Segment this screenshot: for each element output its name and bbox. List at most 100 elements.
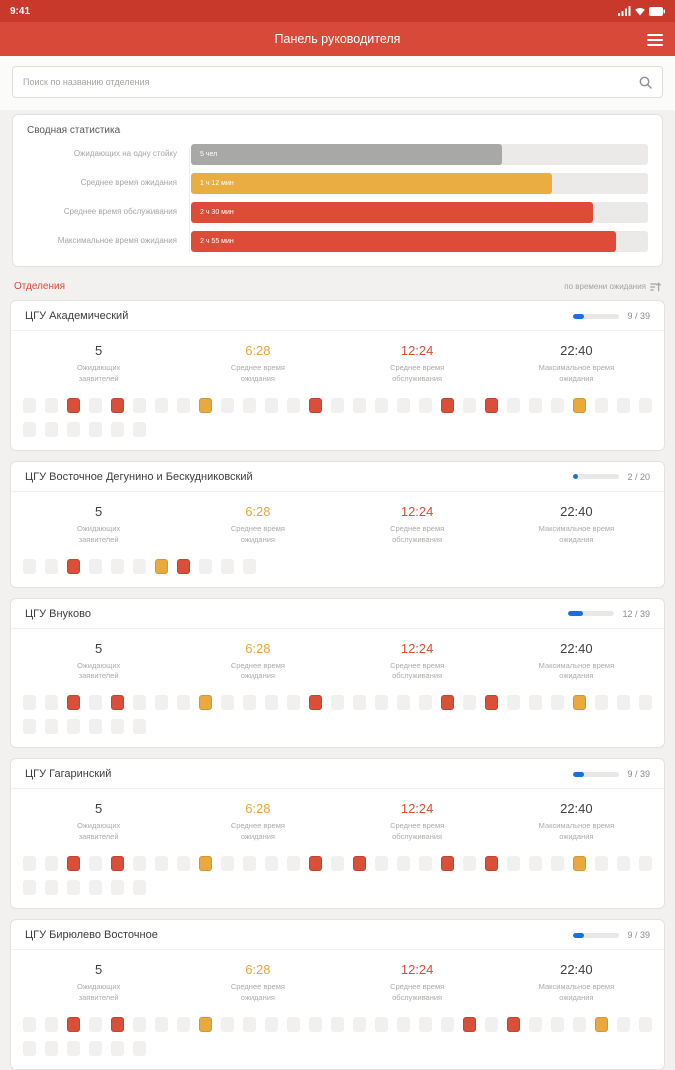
desk-indicator: [199, 1016, 212, 1032]
desk-indicator: [67, 558, 80, 574]
department-card-header: ЦГУ Гагаринский 9 / 39: [11, 759, 664, 790]
desk-indicator: [287, 1016, 300, 1032]
departments-list: ЦГУ Академический 9 / 39 5 Ожидающих зая…: [0, 300, 675, 1070]
desk-indicator: [485, 856, 498, 871]
stat-block: 5 Ожидающих заявителей: [19, 801, 178, 843]
stat-block: 12:24 Среднее время обслуживания: [338, 504, 497, 546]
desk-indicator: [397, 1016, 410, 1032]
progress-track: [573, 932, 620, 938]
department-name: ЦГУ Бирюлево Восточное: [25, 929, 158, 941]
desk-indicator: [287, 695, 300, 711]
stat-block: 5 Ожидающих заявителей: [19, 504, 178, 546]
department-card[interactable]: ЦГУ Академический 9 / 39 5 Ожидающих зая…: [10, 300, 665, 451]
desk-indicator: [353, 1016, 366, 1032]
summary-bar-fill: 2 ч 55 мин: [191, 231, 616, 252]
desk-indicator: [45, 880, 58, 895]
stat-label: Среднее время обслуживания: [390, 363, 445, 383]
summary-bar-label: Среднее время ожидания: [80, 178, 177, 188]
desk-indicator: [221, 1016, 234, 1032]
department-card-header: ЦГУ Академический 9 / 39: [11, 301, 664, 331]
summary-bar-row: Ожидающих на одну стойку 5 чел: [27, 144, 648, 165]
progress-fill: [573, 932, 585, 938]
status-icons: [618, 6, 665, 16]
desk-indicator: [287, 397, 300, 413]
department-stats: 5 Ожидающих заявителей 6:28 Среднее врем…: [11, 492, 664, 550]
desk-indicator: [133, 1016, 146, 1032]
stat-label: Максимальное время ожидания: [538, 660, 615, 681]
department-card[interactable]: ЦГУ Бирюлево Восточное 9 / 39 5 Ожидающи…: [10, 919, 665, 1070]
desk-indicator: [529, 695, 542, 711]
desk-indicator: [89, 421, 102, 437]
summary-bar-row: Максимальное время ожидания 2 ч 55 мин: [27, 231, 648, 252]
desk-indicator: [133, 719, 146, 735]
desk-indicator: [441, 856, 454, 871]
department-card[interactable]: ЦГУ Гагаринский 9 / 39 5 Ожидающих заяви…: [10, 758, 665, 909]
desk-indicator: [529, 856, 542, 871]
stat-label: Ожидающих заявителей: [76, 363, 121, 383]
desk-status-row: [11, 710, 664, 747]
desk-indicator: [89, 695, 102, 711]
desk-indicator: [485, 695, 498, 711]
desk-indicator: [507, 856, 520, 871]
department-count: 9 / 39: [627, 769, 650, 780]
desk-status-row: [11, 871, 664, 908]
department-count: 9 / 39: [627, 311, 650, 321]
stat-label: Среднее время обслуживания: [390, 821, 445, 842]
desk-indicator: [397, 397, 410, 413]
department-card[interactable]: ЦГУ Восточное Дегунино и Бескудниковский…: [10, 460, 665, 588]
sort-control[interactable]: по времени ожидания: [564, 281, 661, 292]
stat-value: 6:28: [245, 503, 271, 519]
desk-indicator: [265, 856, 278, 871]
desk-indicator: [265, 1016, 278, 1032]
desk-indicator: [617, 397, 630, 413]
desk-indicator: [309, 397, 322, 413]
desk-indicator: [221, 558, 234, 574]
app-bar: Панель руководителя: [0, 22, 675, 56]
department-progress: 9 / 39: [573, 930, 650, 940]
desk-indicator: [111, 558, 124, 574]
stat-label: Среднее время ожидания: [230, 363, 285, 383]
stat-value: 22:40: [560, 343, 593, 358]
desk-indicator: [419, 1016, 432, 1032]
progress-fill: [573, 474, 579, 480]
summary-bar-label: Максимальное время ожидания: [57, 236, 177, 246]
department-stats: 5 Ожидающих заявителей 6:28 Среднее врем…: [11, 950, 664, 1008]
desk-indicator: [67, 856, 80, 871]
desk-indicator: [419, 695, 432, 711]
desk-indicator: [89, 397, 102, 413]
department-stats: 5 Ожидающих заявителей 6:28 Среднее врем…: [11, 789, 664, 847]
desk-indicator: [67, 880, 80, 895]
desk-indicator: [375, 856, 388, 871]
desk-indicator: [419, 397, 432, 413]
desk-indicator: [111, 421, 124, 437]
desk-indicator: [23, 880, 36, 895]
desk-status-row: [11, 389, 664, 413]
desk-indicator: [133, 880, 146, 895]
stat-label: Ожидающих заявителей: [76, 821, 121, 842]
search-input[interactable]: Поиск по названию отделения: [12, 66, 663, 98]
search-icon[interactable]: [639, 76, 652, 89]
desk-indicator: [45, 397, 58, 413]
desk-indicator: [243, 558, 256, 574]
desk-indicator: [177, 1016, 190, 1032]
desk-indicator: [133, 421, 146, 437]
desk-indicator: [177, 558, 190, 574]
desk-indicator: [265, 397, 278, 413]
departments-section-header: Отделения по времени ожидания: [14, 281, 661, 292]
desk-indicator: [595, 397, 608, 413]
desk-indicator: [441, 397, 454, 413]
menu-icon[interactable]: [647, 31, 663, 49]
desk-indicator: [45, 695, 58, 711]
desk-indicator: [551, 695, 564, 711]
stat-label: Максимальное время ожидания: [538, 821, 615, 842]
department-card[interactable]: ЦГУ Внуково 12 / 39 5 Ожидающих заявител…: [10, 597, 665, 749]
progress-fill: [568, 611, 583, 616]
desk-status-row: [11, 1032, 664, 1069]
desk-indicator: [111, 719, 124, 735]
summary-divider: [189, 147, 190, 252]
desk-indicator: [89, 1040, 102, 1056]
desk-indicator: [155, 1016, 168, 1032]
desk-indicator: [23, 558, 36, 574]
stat-block: 6:28 Среднее время ожидания: [178, 962, 337, 1004]
stat-value: 12:24: [400, 801, 434, 817]
